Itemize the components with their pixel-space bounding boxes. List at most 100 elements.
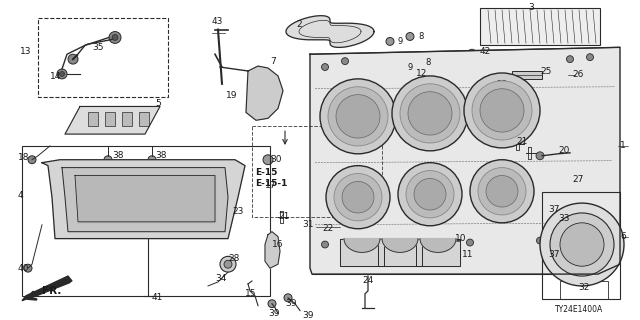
- Bar: [139, 112, 149, 126]
- Text: 29: 29: [500, 87, 511, 96]
- Circle shape: [550, 213, 614, 276]
- Polygon shape: [265, 232, 280, 268]
- Circle shape: [566, 56, 573, 63]
- Text: 15: 15: [245, 289, 257, 298]
- Circle shape: [560, 223, 604, 266]
- Polygon shape: [62, 168, 228, 232]
- Text: 20: 20: [558, 146, 570, 155]
- Polygon shape: [22, 276, 72, 301]
- Text: 31: 31: [302, 220, 314, 229]
- Text: 12: 12: [416, 69, 428, 78]
- Text: 13: 13: [20, 47, 31, 56]
- Polygon shape: [340, 239, 384, 266]
- Bar: [22, 146, 270, 296]
- Text: 2: 2: [296, 20, 301, 29]
- Circle shape: [494, 83, 502, 91]
- Bar: [122, 112, 132, 126]
- Text: 38: 38: [155, 151, 166, 160]
- Polygon shape: [416, 239, 460, 266]
- Circle shape: [392, 76, 468, 151]
- Text: 19: 19: [226, 91, 237, 100]
- Text: 1: 1: [620, 141, 626, 150]
- Text: 35: 35: [92, 43, 104, 52]
- Circle shape: [148, 156, 156, 164]
- Polygon shape: [344, 239, 380, 252]
- Bar: [512, 71, 542, 79]
- Circle shape: [486, 175, 518, 207]
- Text: E-15: E-15: [255, 168, 277, 177]
- Text: 16: 16: [272, 240, 284, 249]
- Text: 28: 28: [228, 254, 239, 263]
- Circle shape: [336, 95, 380, 138]
- Circle shape: [400, 84, 460, 143]
- Bar: [88, 112, 98, 126]
- Circle shape: [326, 166, 390, 229]
- Circle shape: [406, 171, 454, 218]
- Circle shape: [467, 49, 477, 59]
- Bar: [560, 281, 608, 299]
- Text: 33: 33: [558, 214, 570, 223]
- Text: 21: 21: [278, 212, 289, 221]
- Circle shape: [413, 58, 421, 66]
- Text: 23: 23: [232, 207, 243, 216]
- Circle shape: [24, 264, 32, 272]
- Text: 4: 4: [18, 191, 24, 200]
- Text: 39: 39: [302, 311, 314, 320]
- Bar: [542, 192, 620, 299]
- Polygon shape: [378, 239, 422, 266]
- Circle shape: [109, 32, 121, 44]
- Polygon shape: [286, 16, 374, 47]
- Circle shape: [540, 203, 624, 286]
- Circle shape: [495, 91, 502, 98]
- Circle shape: [60, 71, 65, 76]
- Circle shape: [57, 69, 67, 79]
- Circle shape: [320, 79, 396, 154]
- Circle shape: [334, 173, 382, 221]
- Circle shape: [408, 92, 452, 135]
- Circle shape: [398, 163, 462, 226]
- Bar: [252, 126, 382, 217]
- Bar: [38, 18, 168, 97]
- Circle shape: [396, 63, 404, 71]
- Circle shape: [263, 96, 273, 106]
- Polygon shape: [420, 239, 456, 252]
- Text: 25: 25: [540, 68, 552, 76]
- Text: 37: 37: [548, 250, 559, 259]
- Circle shape: [464, 73, 540, 148]
- Text: 43: 43: [212, 17, 223, 26]
- Circle shape: [112, 35, 118, 40]
- Text: 3: 3: [528, 4, 534, 12]
- Text: 9: 9: [398, 37, 403, 46]
- Text: 24: 24: [362, 276, 373, 285]
- Text: 27: 27: [572, 175, 584, 184]
- Circle shape: [414, 179, 446, 210]
- Text: 36: 36: [182, 203, 193, 212]
- Circle shape: [342, 181, 374, 213]
- Text: 5: 5: [155, 99, 161, 108]
- Circle shape: [397, 241, 403, 248]
- Polygon shape: [382, 239, 418, 252]
- Text: 7: 7: [270, 57, 276, 66]
- Polygon shape: [310, 47, 620, 274]
- Text: 40: 40: [18, 264, 29, 273]
- Text: 34: 34: [215, 274, 227, 283]
- Polygon shape: [75, 175, 215, 222]
- Circle shape: [328, 87, 388, 146]
- Circle shape: [536, 152, 544, 160]
- Text: 42: 42: [480, 47, 492, 56]
- Circle shape: [68, 54, 78, 64]
- Text: 21: 21: [516, 138, 527, 147]
- Text: 9: 9: [408, 62, 413, 72]
- Text: 39: 39: [268, 309, 280, 318]
- Circle shape: [224, 260, 232, 268]
- Circle shape: [406, 33, 414, 40]
- Circle shape: [284, 294, 292, 302]
- Circle shape: [386, 37, 394, 45]
- Polygon shape: [246, 66, 283, 120]
- Circle shape: [268, 300, 276, 308]
- Text: 8: 8: [425, 58, 430, 67]
- Text: 14: 14: [50, 72, 61, 81]
- Text: E-15-1: E-15-1: [255, 179, 287, 188]
- Text: 17: 17: [265, 181, 276, 190]
- Circle shape: [470, 160, 534, 223]
